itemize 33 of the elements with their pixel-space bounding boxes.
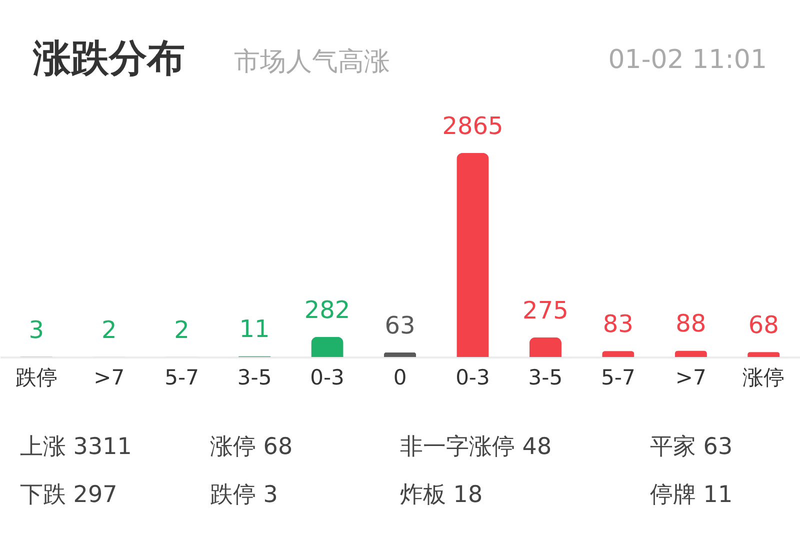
text: 平家 63 bbox=[650, 434, 733, 460]
data-label: 88 bbox=[676, 310, 706, 338]
text: 跌停 3 bbox=[210, 482, 278, 508]
data-label: 11 bbox=[239, 315, 270, 344]
x-tick-label: 0-3 bbox=[456, 366, 490, 390]
x-tick-label: 5-7 bbox=[601, 366, 636, 390]
chart-subtitle: 市场人气高涨 bbox=[234, 47, 390, 77]
x-tick-label: >7 bbox=[675, 366, 706, 390]
x-tick-label: >7 bbox=[94, 366, 125, 390]
data-label: 3 bbox=[28, 316, 44, 344]
text: 下跌 297 bbox=[20, 482, 118, 508]
text: 停牌 11 bbox=[650, 482, 733, 508]
data-label: 83 bbox=[602, 310, 634, 338]
x-tick-label: 5-7 bbox=[164, 366, 199, 390]
data-label: 2 bbox=[101, 316, 117, 344]
x-tick-label: 涨停 bbox=[742, 366, 785, 390]
x-tick-label: 0-3 bbox=[310, 366, 344, 390]
x-tick-label: 0 bbox=[393, 366, 407, 390]
x-tick-label: 跌停 bbox=[15, 366, 58, 390]
chart-title: 涨跌分布 bbox=[32, 36, 185, 80]
data-label: 275 bbox=[522, 296, 568, 324]
text: 涨停 68 bbox=[210, 434, 293, 460]
text: 上涨 3311 bbox=[20, 434, 132, 460]
data-label: 2 bbox=[174, 316, 190, 344]
data-label: 68 bbox=[748, 311, 779, 340]
text: 炸板 18 bbox=[400, 482, 483, 508]
data-label: 282 bbox=[304, 296, 350, 324]
data-label: 2865 bbox=[442, 112, 504, 140]
data-label: 63 bbox=[384, 312, 416, 340]
x-tick-label: 3-5 bbox=[528, 366, 563, 390]
x-tick-label: 3-5 bbox=[237, 366, 272, 390]
text: 01-02 11:01 bbox=[608, 45, 767, 75]
text: 非一字涨停 48 bbox=[400, 434, 552, 460]
